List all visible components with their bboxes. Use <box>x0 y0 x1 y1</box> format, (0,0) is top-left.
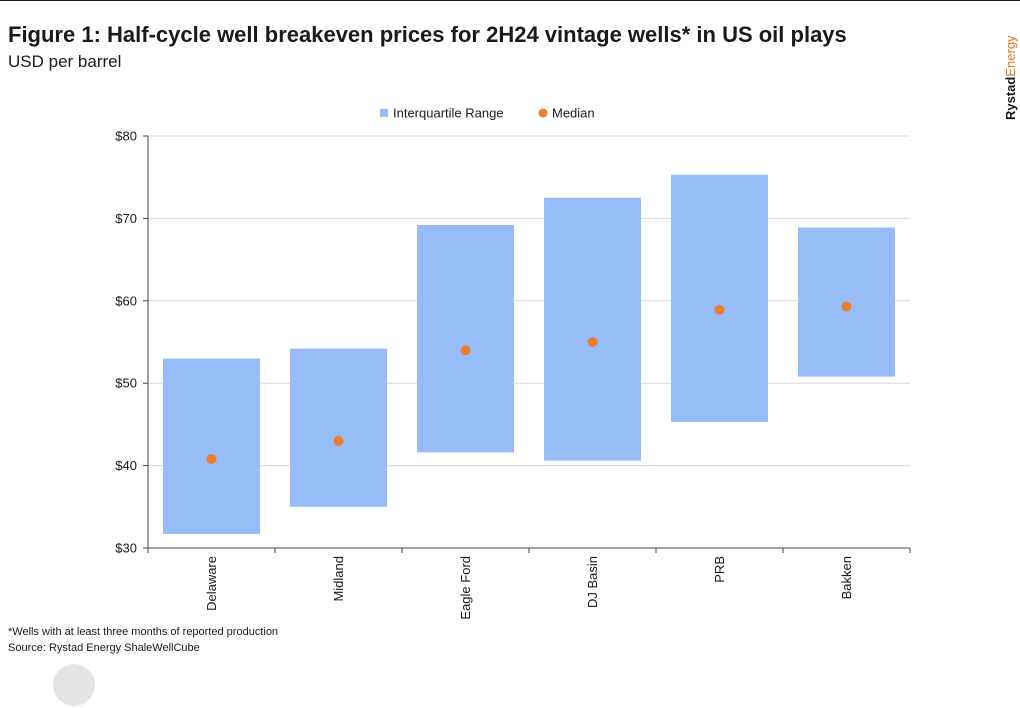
median-point <box>206 454 217 465</box>
x-category-label: Bakken <box>839 556 854 599</box>
range-bar <box>544 197 641 461</box>
median-point <box>587 337 598 347</box>
legend-median-swatch <box>538 108 548 118</box>
y-tick-label: $50 <box>115 376 137 391</box>
y-tick-label: $60 <box>115 293 137 308</box>
x-category-label: Midland <box>331 556 346 602</box>
median-point <box>841 301 852 312</box>
range-bar <box>290 348 387 507</box>
y-tick-label: $30 <box>115 541 137 556</box>
legend-median-label: Median <box>552 106 595 121</box>
floating-circle-button[interactable] <box>53 664 95 706</box>
x-category-label: Eagle Ford <box>458 556 473 620</box>
footnote: *Wells with at least three months of rep… <box>8 626 279 638</box>
y-tick-label: $70 <box>115 211 137 226</box>
median-point <box>714 304 725 315</box>
source-note: Source: Rystad Energy ShaleWellCube <box>8 642 200 654</box>
x-category-label: Delaware <box>204 556 219 611</box>
y-tick-label: $80 <box>115 129 137 144</box>
range-bar <box>671 174 768 422</box>
top-rule <box>0 0 1020 1</box>
legend-range-label: Interquartile Range <box>393 106 504 121</box>
y-tick-label: $40 <box>115 458 137 473</box>
range-bar <box>417 224 514 453</box>
x-category-label: PRB <box>712 556 727 583</box>
chart-subtitle: USD per barrel <box>8 52 122 71</box>
range-bar <box>163 358 260 534</box>
median-point <box>333 435 344 446</box>
legend-range-swatch <box>380 109 388 117</box>
x-category-label: DJ Basin <box>585 556 600 608</box>
median-point <box>460 345 471 356</box>
chart-title: Figure 1: Half-cycle well breakeven pric… <box>8 22 847 47</box>
